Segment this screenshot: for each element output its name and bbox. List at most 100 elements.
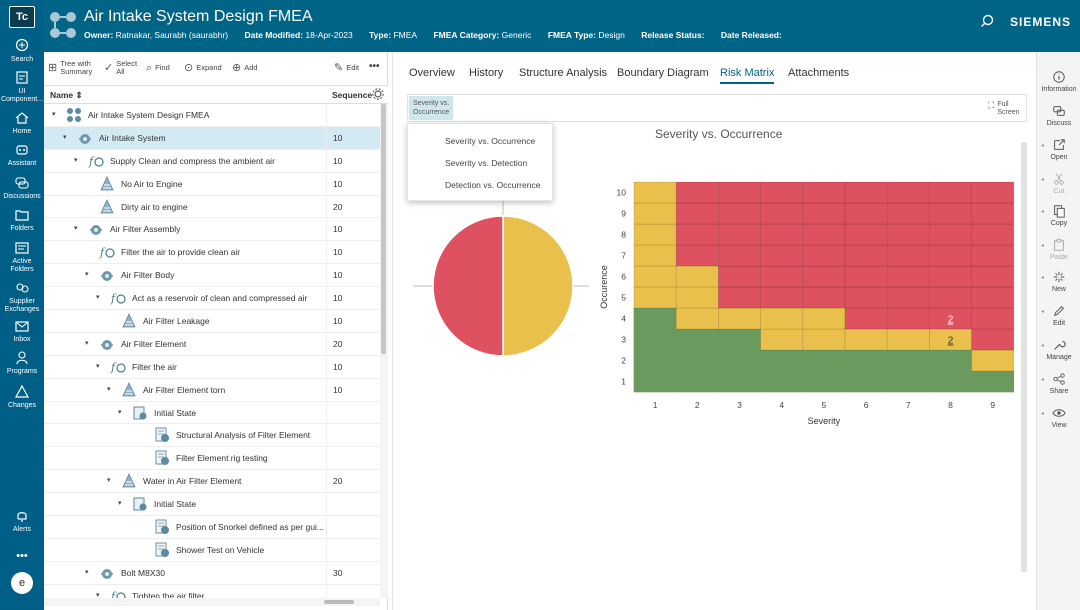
tree-row[interactable]: ▾ f Tighten the air filter <box>44 584 380 598</box>
edit-command[interactable]: ◂ Edit <box>1037 304 1080 328</box>
nav-item-alerts[interactable]: Alerts <box>0 508 44 534</box>
tree-row[interactable]: ▾ Air Intake System 10 <box>44 126 380 150</box>
discuss-command[interactable]: Discuss <box>1037 104 1080 128</box>
expand-button[interactable]: ⊙ Expand <box>184 62 222 74</box>
expand-caret-icon[interactable]: ▾ <box>52 111 56 118</box>
matrix-cell <box>802 244 846 267</box>
tree-row[interactable]: ▾ Initial State <box>44 401 380 425</box>
y-tick-label: 8 <box>621 230 626 240</box>
matrix-type-dropdown[interactable]: Severity vs. Occurrence <box>409 96 453 120</box>
view-command[interactable]: ◂ View <box>1037 406 1080 430</box>
search-icon[interactable] <box>980 14 994 28</box>
nav-item-active-folders[interactable]: Active Folders <box>0 240 44 274</box>
open-command[interactable]: ◂ Open <box>1037 138 1080 162</box>
tree-row-label: Supply Clean and compress the ambient ai… <box>110 155 275 166</box>
find-button[interactable]: ⌕ Find <box>146 62 170 74</box>
tree-row[interactable]: ▾ f Supply Clean and compress the ambient … <box>44 149 380 173</box>
nav-item-discussions[interactable]: Discussions <box>0 175 44 201</box>
expand-caret-icon[interactable]: ▾ <box>85 271 89 279</box>
more-nav-button[interactable]: ••• <box>16 550 28 562</box>
chart-scroll-thumb[interactable] <box>1021 142 1027 572</box>
tree-vertical-scrollbar[interactable] <box>380 104 388 598</box>
tree-row[interactable]: ▾ Air Filter Element torn 10 <box>44 378 380 402</box>
tab-risk-matrix[interactable]: Risk Matrix <box>720 67 775 84</box>
tab-attachments[interactable]: Attachments <box>788 67 850 79</box>
nav-item-programs[interactable]: Programs <box>0 350 44 376</box>
tree-row[interactable]: Filter Element rig testing <box>44 447 380 471</box>
name-column-header[interactable]: Name ⇕ <box>50 90 83 100</box>
tree-row[interactable]: ▾ Water in Air Filter Element 20 <box>44 470 380 494</box>
new-icon <box>1053 271 1065 283</box>
fmea-root-icon <box>67 108 81 122</box>
tree-row[interactable]: ▾ Air Filter Body 10 <box>44 264 380 288</box>
expand-caret-icon[interactable]: ▾ <box>96 362 100 370</box>
expand-caret-icon[interactable]: ▾ <box>96 591 100 598</box>
nav-item-folders[interactable]: Folders <box>0 207 44 233</box>
nav-item-ui-component[interactable]: UI Component... <box>0 70 44 104</box>
tree-with-summary-button[interactable]: ⊞ Tree with Summary <box>48 59 93 76</box>
discuss-icon <box>1053 106 1065 116</box>
avatar[interactable]: e <box>11 572 33 594</box>
tab-history[interactable]: History <box>469 67 504 79</box>
tree-row[interactable]: Air Filter Leakage 10 <box>44 310 380 333</box>
chart-scrollbar[interactable] <box>1021 142 1027 572</box>
expand-caret-icon[interactable]: ▾ <box>107 385 111 393</box>
tree-row[interactable]: ▾ Initial State <box>44 493 380 517</box>
select-all-button[interactable]: ✓ Select All <box>104 59 138 76</box>
expand-caret-icon[interactable]: ▾ <box>85 339 89 347</box>
manage-command[interactable]: ◂ Manage <box>1037 338 1080 362</box>
matrix-cell <box>802 181 846 204</box>
copy-command[interactable]: ◂ Copy <box>1037 204 1080 228</box>
tab-boundary-diagram[interactable]: Boundary Diagram <box>617 67 709 79</box>
matrix-option[interactable]: Severity vs. Occurrence <box>445 136 536 146</box>
tab-overview[interactable]: Overview <box>409 67 455 79</box>
expand-caret-icon[interactable]: ▾ <box>85 568 89 576</box>
sequence-column-header[interactable]: Sequence <box>332 90 373 100</box>
tree-row[interactable]: Shower Test on Vehicle <box>44 538 380 562</box>
expand-caret-icon[interactable]: ▾ <box>118 500 122 508</box>
nav-item-search[interactable]: Search <box>0 38 44 64</box>
nav-item-supplier-exchanges[interactable]: Supplier Exchanges <box>0 280 44 314</box>
discussions-icon <box>15 177 29 189</box>
nav-item-assistant[interactable]: Assistant <box>0 142 44 168</box>
full-screen-button[interactable]: ⛶ Full Screen <box>988 100 1020 117</box>
tree-row[interactable]: ▾ f Filter the air 10 <box>44 355 380 379</box>
expand-caret-icon[interactable]: ▾ <box>107 477 111 485</box>
tree-hscroll-thumb[interactable] <box>324 600 354 604</box>
tree-row[interactable]: ▾ f Act as a reservoir of clean and compre… <box>44 287 380 311</box>
edit-button[interactable]: ✎ Edit <box>334 62 360 74</box>
expand-caret-icon[interactable]: ▾ <box>96 294 100 302</box>
expand-caret-icon[interactable]: ▾ <box>63 133 67 141</box>
add-button[interactable]: ⊕ Add <box>232 62 258 74</box>
tree-scroll-thumb[interactable] <box>381 104 386 354</box>
tree-row[interactable]: No Air to Engine 10 <box>44 172 380 196</box>
tab-structure-analysis[interactable]: Structure Analysis <box>519 67 608 79</box>
tree-row[interactable]: ▾ Bolt M8X30 30 <box>44 561 380 585</box>
tree-row[interactable]: Structural Analysis of Filter Element <box>44 424 380 448</box>
expand-caret-icon[interactable]: ▾ <box>118 408 122 416</box>
nav-item-home[interactable]: Home <box>0 110 44 136</box>
y-tick-label: 5 <box>621 293 626 303</box>
teamcenter-logo[interactable]: Tc <box>9 6 35 28</box>
tree-row[interactable]: f Filter the air to provide clean air 10 <box>44 241 380 265</box>
tree-horizontal-scrollbar[interactable] <box>44 598 380 606</box>
tree-row[interactable]: ▾ Air Filter Assembly 10 <box>44 218 380 242</box>
tree-row[interactable]: Position of Snorkel defined as per gui..… <box>44 516 380 539</box>
more-actions-button[interactable]: ••• <box>369 61 380 72</box>
tree-row-sequence: 10 <box>326 126 380 149</box>
new-command[interactable]: ◂ New <box>1037 270 1080 294</box>
column-settings-gear-icon[interactable] <box>372 88 384 100</box>
nav-item-changes[interactable]: Changes <box>0 384 44 410</box>
tree-row[interactable]: ▾ Air Intake System Design FMEA <box>44 104 380 127</box>
tree-row[interactable]: Dirty air to engine 20 <box>44 195 380 219</box>
nav-item-inbox[interactable]: Inbox <box>0 318 44 344</box>
expand-caret-icon[interactable]: ▾ <box>74 225 78 233</box>
expand-caret-icon[interactable]: ▾ <box>74 156 78 164</box>
share-command[interactable]: ◂ Share <box>1037 372 1080 396</box>
matrix-option[interactable]: Detection vs. Occurrence <box>445 180 541 190</box>
matrix-option[interactable]: Severity vs. Detection <box>445 158 528 168</box>
caret-left-icon: ◂ <box>1041 143 1045 149</box>
matrix-cell <box>633 244 677 267</box>
information-command[interactable]: Information <box>1037 70 1080 94</box>
tree-row[interactable]: ▾ Air Filter Element 20 <box>44 332 380 356</box>
